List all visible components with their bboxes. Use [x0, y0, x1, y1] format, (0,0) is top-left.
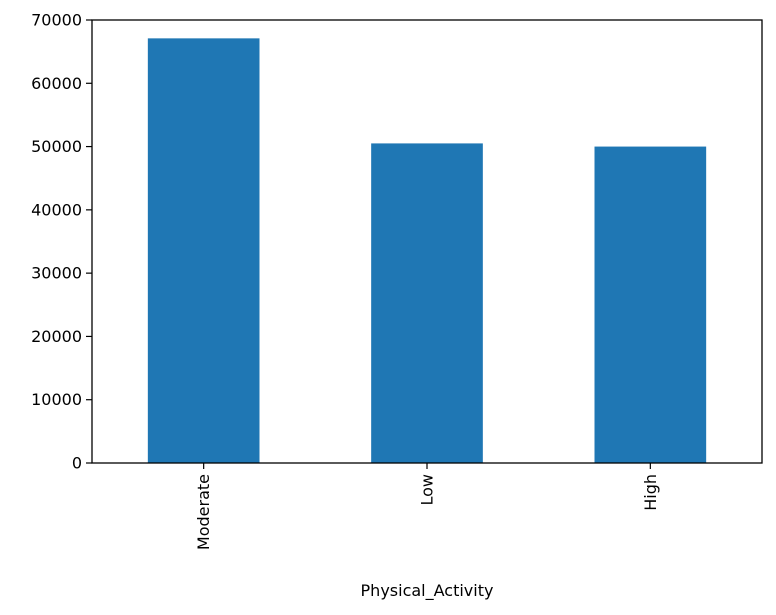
x-axis-label: Physical_Activity	[361, 581, 494, 601]
bar-low	[371, 143, 483, 463]
x-tick-label-high: High	[641, 474, 660, 511]
x-tick-label-moderate: Moderate	[194, 474, 213, 550]
y-tick-label: 30000	[31, 264, 82, 283]
y-tick-label: 70000	[31, 11, 82, 30]
y-tick-label: 50000	[31, 137, 82, 156]
x-axis: Moderate Low High	[194, 463, 660, 550]
y-tick-label: 40000	[31, 200, 82, 219]
y-tick-label: 10000	[31, 390, 82, 409]
y-tick-label: 0	[72, 454, 82, 473]
bar-high	[594, 146, 707, 464]
y-axis: 0 10000 20000 30000 40000 50000 60000 70000	[31, 11, 92, 473]
bars-layer	[147, 38, 707, 464]
x-tick-label-low: Low	[418, 474, 437, 506]
plot-frame	[91, 19, 763, 464]
y-tick-label: 60000	[31, 74, 82, 93]
bar-moderate	[147, 38, 260, 464]
y-tick-label: 20000	[31, 327, 82, 346]
